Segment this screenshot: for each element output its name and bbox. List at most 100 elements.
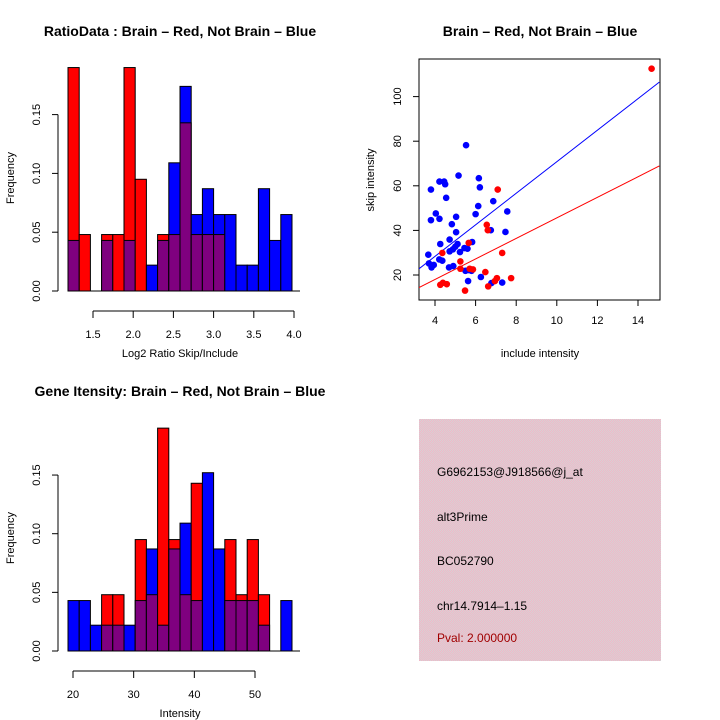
gene-hist-x-tick-label: 20 [67, 689, 79, 701]
gene-hist-ylabel: Frequency [5, 512, 17, 564]
gene-hist-xlabel: Intensity [160, 708, 201, 720]
not-brain-point [432, 210, 440, 217]
info-panel-background [419, 419, 661, 661]
ratio-hist-bar-brain [134, 178, 147, 292]
scatter-y-tick-label: 100 [392, 87, 404, 105]
location-text: chr14.7914–1.15 [437, 599, 527, 613]
gene-hist-bar-not-brain [213, 548, 226, 652]
not-brain-point [425, 251, 432, 259]
gene-hist-y-tick-label: 0.10 [31, 523, 43, 544]
ratio-histogram: RatioData : Brain – Red, Not Brain – Blu… [5, 23, 316, 360]
ratio-hist-x-tick-label: 2.5 [166, 329, 181, 341]
not-brain-point [489, 197, 497, 205]
accession-text: BC052790 [437, 554, 494, 568]
gene-hist-x-tick-label: 30 [128, 689, 140, 701]
not-brain-point [436, 215, 443, 223]
not-brain-point [456, 248, 464, 256]
not-brain-fit-line [419, 81, 660, 270]
ratio-hist-bar-overlap [67, 239, 80, 292]
gene-hist-x-tick-label: 50 [249, 689, 261, 701]
intensity-scatter-plot: Brain – Red, Not Brain – Blue include in… [365, 23, 661, 360]
event-type-text: alt3Prime [437, 510, 488, 524]
brain-point [457, 265, 464, 273]
ratio-hist-bar-not-brain [145, 264, 159, 292]
gene-hist-bar-overlap [235, 600, 248, 652]
gene-hist-bar-not-brain [67, 600, 80, 652]
brain-point [484, 226, 492, 234]
gene-hist-bar-not-brain [201, 472, 215, 652]
not-brain-point [498, 279, 506, 286]
not-brain-point [446, 236, 453, 243]
ratio-hist-x-tick-label: 3.0 [206, 329, 221, 341]
scatter-axes: 4 6 8 10 12 14 20 40 60 80 100 [392, 87, 644, 327]
ratio-hist-y-tick-label: 0.15 [31, 104, 43, 125]
brain-point [484, 283, 492, 290]
ratio-hist-ylabel: Frequency [5, 152, 17, 204]
not-brain-point [439, 257, 446, 265]
brain-point [507, 274, 515, 282]
gene-hist-bar-overlap [246, 600, 259, 652]
gene-hist-bar-not-brain [78, 600, 91, 652]
brain-point [498, 249, 506, 257]
not-brain-point [449, 262, 457, 270]
not-brain-point [427, 186, 435, 193]
ratio-hist-title: RatioData : Brain – Red, Not Brain – Blu… [44, 23, 316, 39]
scatter-y-tick-label: 40 [392, 224, 404, 236]
not-brain-point [442, 194, 450, 202]
not-brain-point [452, 243, 459, 250]
scatter-x-tick-label: 6 [473, 315, 479, 327]
gene-intensity-histogram: Gene Itensity: Brain – Red, Not Brain – … [5, 383, 326, 720]
not-brain-point [452, 228, 460, 236]
ratio-hist-bar-not-brain [246, 264, 259, 292]
not-brain-point [464, 277, 472, 285]
ratio-hist-bar-not-brain [269, 239, 282, 292]
not-brain-point [436, 240, 444, 248]
scatter-x-tick-label: 4 [432, 315, 438, 327]
brain-point [461, 287, 469, 294]
info-panel: G6962153@J918566@j_at alt3Prime BC052790… [419, 419, 661, 661]
scatter-xlabel: include intensity [501, 348, 580, 360]
gene-hist-x-tick-label: 40 [188, 689, 200, 701]
ratio-hist-bar-overlap [179, 122, 192, 292]
not-brain-point [476, 184, 484, 191]
ratio-hist-bar-not-brain [224, 214, 237, 292]
gene-hist-y-tick-label: 0.15 [31, 464, 43, 485]
ratio-hist-x-tick-label: 2.0 [126, 329, 141, 341]
ratio-hist-bar-not-brain [257, 188, 271, 292]
scatter-y-tick-label: 20 [392, 269, 404, 281]
gene-hist-bar-overlap [190, 600, 203, 652]
not-brain-point [503, 208, 511, 215]
not-brain-point [477, 273, 485, 281]
scatter-y-tick-label: 60 [392, 180, 404, 192]
gene-hist-bar-overlap [224, 600, 237, 652]
ratio-hist-axes: 0.00 0.05 0.10 0.15 1.5 2.0 2.5 3.0 3.5 4.0 [31, 104, 302, 341]
gene-hist-y-tick-label: 0.05 [31, 582, 43, 603]
gene-hist-bar-overlap [101, 624, 114, 652]
brain-point [483, 221, 491, 229]
ratio-hist-bar-overlap [157, 239, 170, 292]
gene-hist-title: Gene Itensity: Brain – Red, Not Brain – … [35, 383, 326, 399]
ratio-hist-y-tick-label: 0.00 [31, 280, 43, 301]
brain-point [648, 65, 655, 73]
scatter-ylabel: skip intensity [365, 148, 377, 211]
not-brain-point [474, 202, 482, 210]
pval-text: Pval: 2.000000 [437, 631, 517, 645]
ratio-hist-bar-not-brain [235, 264, 248, 292]
not-brain-point [464, 245, 471, 252]
ratio-hist-bar-brain [112, 234, 125, 292]
gene-hist-axes: 0.00 0.05 0.10 0.15 20 30 40 50 [31, 464, 300, 701]
gene-hist-bar-not-brain [89, 624, 103, 652]
ratio-hist-xlabel: Log2 Ratio Skip/Include [122, 348, 238, 360]
probe-id-text: G6962153@J918566@j_at [437, 465, 583, 479]
ratio-hist-bar-overlap [190, 234, 203, 292]
brain-point [439, 249, 446, 257]
brain-point [482, 268, 489, 276]
ratio-hist-x-tick-label: 3.5 [246, 329, 261, 341]
not-brain-point [455, 172, 462, 179]
scatter-x-tick-label: 10 [551, 315, 563, 327]
ratio-hist-bars [67, 67, 293, 292]
gene-hist-bar-overlap [168, 548, 181, 652]
brain-point [457, 258, 464, 265]
scatter-title: Brain – Red, Not Brain – Blue [443, 23, 638, 39]
